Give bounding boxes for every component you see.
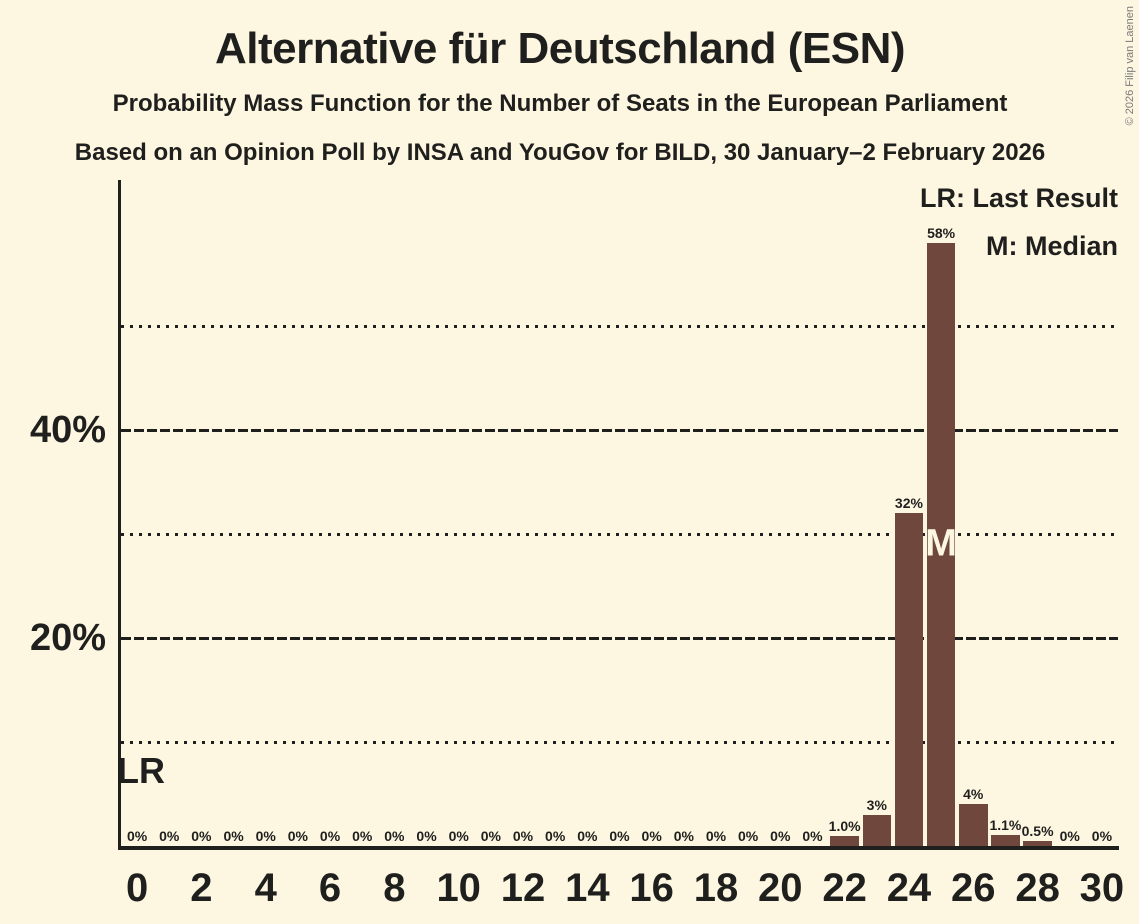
legend-last-result: LR: Last Result — [919, 183, 1118, 213]
bar-value-label-seat-29: 0% — [1059, 828, 1080, 844]
x-axis-tick-label-4: 4 — [254, 866, 277, 910]
bar-value-label-seat-12: 0% — [512, 828, 534, 844]
x-axis-tick-label-18: 18 — [693, 866, 739, 910]
x-axis-tick-label-20: 20 — [758, 866, 803, 910]
bar-seat-23 — [862, 814, 892, 846]
chart-subtitle: Probability Mass Function for the Number… — [112, 90, 1008, 117]
x-axis-line — [118, 846, 1119, 850]
gridline-dotted-30pct — [121, 532, 1118, 536]
y-axis-tick-label: 40% — [29, 409, 106, 451]
bar-seat-28 — [1023, 840, 1052, 846]
bar-value-label-seat-25: 58% — [927, 224, 956, 241]
bar-seat-26 — [959, 804, 988, 846]
bar-value-label-seat-26: 4% — [963, 786, 984, 803]
gridline-dashed-40pct — [121, 428, 1118, 432]
bar-value-label-seat-10: 0% — [448, 828, 469, 844]
gridline-dotted-50pct — [121, 324, 1118, 328]
bar-value-label-seat-17: 0% — [673, 828, 694, 844]
bar-value-label-seat-18: 0% — [705, 828, 727, 844]
bar-value-label-seat-3: 0% — [223, 828, 244, 844]
bar-value-label-seat-0: 0% — [126, 828, 148, 844]
x-axis-tick-label-26: 26 — [951, 866, 996, 910]
x-axis-tick-label-30: 30 — [1079, 866, 1125, 910]
bar-seat-27 — [991, 834, 1020, 846]
x-axis-tick-label-0: 0 — [125, 866, 149, 910]
bar-value-label-seat-7: 0% — [352, 828, 373, 844]
bar-seat-25 — [926, 242, 956, 846]
bar-value-label-seat-15: 0% — [609, 828, 630, 844]
bar-value-label-seat-6: 0% — [319, 828, 341, 844]
legend-median: M: Median — [986, 231, 1118, 261]
bar-value-label-seat-23: 3% — [866, 796, 887, 813]
x-axis-tick-label-12: 12 — [500, 866, 546, 910]
bar-value-label-seat-27: 1.1% — [989, 816, 1022, 833]
bar-value-label-seat-30: 0% — [1091, 828, 1113, 844]
bar-value-label-seat-21: 0% — [802, 828, 823, 844]
bar-value-label-seat-2: 0% — [191, 828, 212, 844]
bar-value-label-seat-1: 0% — [159, 828, 180, 844]
x-axis-tick-label-6: 6 — [318, 866, 342, 910]
bar-value-label-seat-8: 0% — [384, 828, 405, 844]
chart-legend: LR: Last Result M: Median — [920, 184, 1118, 280]
bar-value-label-seat-28: 0.5% — [1021, 822, 1054, 839]
bar-value-label-seat-5: 0% — [287, 828, 308, 844]
bar-value-label-seat-11: 0% — [480, 828, 501, 844]
bar-value-label-seat-20: 0% — [770, 828, 791, 844]
chart-title: Alternative für Deutschland (ESN) — [214, 24, 906, 73]
x-axis-tick-label-2: 2 — [190, 866, 213, 910]
bar-value-label-seat-4: 0% — [255, 828, 276, 844]
bar-value-label-seat-14: 0% — [577, 828, 598, 844]
gridline-dashed-20pct — [121, 636, 1118, 640]
bar-value-label-seat-16: 0% — [641, 828, 662, 844]
gridline-dotted-10pct — [121, 740, 1118, 744]
bar-value-label-seat-19: 0% — [738, 828, 759, 844]
x-axis-tick-label-24: 24 — [886, 866, 932, 910]
x-axis-tick-label-16: 16 — [629, 866, 674, 910]
x-axis-tick-label-28: 28 — [1015, 866, 1060, 910]
x-axis-tick-label-10: 10 — [436, 866, 481, 910]
bar-value-label-seat-13: 0% — [545, 828, 566, 844]
x-axis-tick-label-22: 22 — [822, 866, 867, 910]
y-axis-line — [118, 180, 121, 849]
median-marker: M — [925, 522, 957, 565]
bar-value-label-seat-24: 32% — [894, 495, 923, 512]
bar-seat-24 — [894, 513, 924, 846]
last-result-marker: LR — [117, 750, 165, 791]
bar-value-label-seat-9: 0% — [416, 828, 437, 844]
bar-value-label-seat-22: 1.0% — [828, 817, 861, 834]
y-axis-tick-label: 20% — [29, 617, 106, 659]
chart-source-line: Based on an Opinion Poll by INSA and You… — [74, 139, 1046, 166]
x-axis-tick-label-14: 14 — [565, 866, 610, 910]
x-axis-tick-label-8: 8 — [383, 866, 406, 910]
bar-seat-22 — [830, 835, 859, 846]
